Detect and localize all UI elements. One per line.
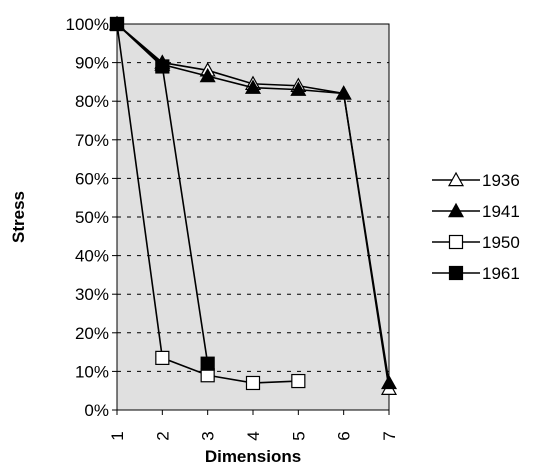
y-axis-ticks: 0% 10% 20% 30% 40% 50% 60% 70% 80% 90% 100% bbox=[66, 15, 117, 420]
y-tick-label: 40% bbox=[75, 247, 109, 266]
x-tick-label: 1 bbox=[108, 431, 127, 440]
y-tick-label: 90% bbox=[75, 54, 109, 73]
data-point-1961 bbox=[155, 59, 170, 74]
data-point-1941 bbox=[290, 81, 307, 96]
legend-label: 1961 bbox=[482, 264, 520, 283]
legend-marker bbox=[447, 202, 465, 218]
data-point-1950 bbox=[291, 373, 306, 389]
x-tick-label: 5 bbox=[289, 431, 308, 440]
x-tick-label: 6 bbox=[335, 431, 354, 440]
data-point-1950 bbox=[245, 375, 261, 391]
data-point-1941 bbox=[244, 79, 262, 94]
x-axis-title: Dimensions bbox=[205, 447, 301, 466]
x-tick-label: 4 bbox=[244, 431, 263, 440]
y-tick-label: 70% bbox=[75, 131, 109, 150]
y-tick-label: 10% bbox=[75, 362, 109, 381]
y-tick-label: 0% bbox=[84, 401, 109, 420]
data-point-1941 bbox=[199, 67, 216, 83]
legend-item-1941: 1941 bbox=[432, 202, 520, 221]
y-tick-label: 30% bbox=[75, 285, 109, 304]
legend-marker bbox=[447, 171, 465, 187]
data-point-1941 bbox=[335, 85, 352, 100]
legend-label: 1950 bbox=[482, 233, 520, 252]
x-tick-label: 7 bbox=[380, 431, 399, 440]
data-point-1961 bbox=[200, 356, 215, 371]
legend-item-1936: 1936 bbox=[432, 171, 520, 190]
legend-label: 1941 bbox=[482, 202, 520, 221]
y-tick-label: 20% bbox=[75, 324, 109, 343]
legend: 1936 1941 1950 1961 bbox=[432, 171, 520, 283]
data-point-1961 bbox=[109, 16, 125, 32]
series-layer bbox=[108, 15, 398, 395]
legend-label: 1936 bbox=[482, 171, 520, 190]
series-1961 bbox=[109, 16, 215, 371]
x-tick-label: 3 bbox=[199, 431, 218, 440]
legend-item-1950: 1950 bbox=[432, 233, 520, 252]
x-axis-ticks: 1 2 3 4 5 6 7 bbox=[108, 410, 399, 441]
y-tick-label: 60% bbox=[75, 169, 109, 188]
y-axis-title: Stress bbox=[9, 191, 28, 243]
legend-item-1961: 1961 bbox=[432, 264, 520, 283]
data-point-1950 bbox=[155, 350, 170, 365]
legend-marker bbox=[448, 265, 464, 281]
y-tick-label: 100% bbox=[66, 15, 109, 34]
x-tick-label: 2 bbox=[153, 431, 172, 440]
y-tick-label: 50% bbox=[75, 208, 109, 227]
legend-marker bbox=[448, 234, 464, 250]
data-point-1941 bbox=[380, 374, 398, 390]
y-tick-label: 80% bbox=[75, 92, 109, 111]
